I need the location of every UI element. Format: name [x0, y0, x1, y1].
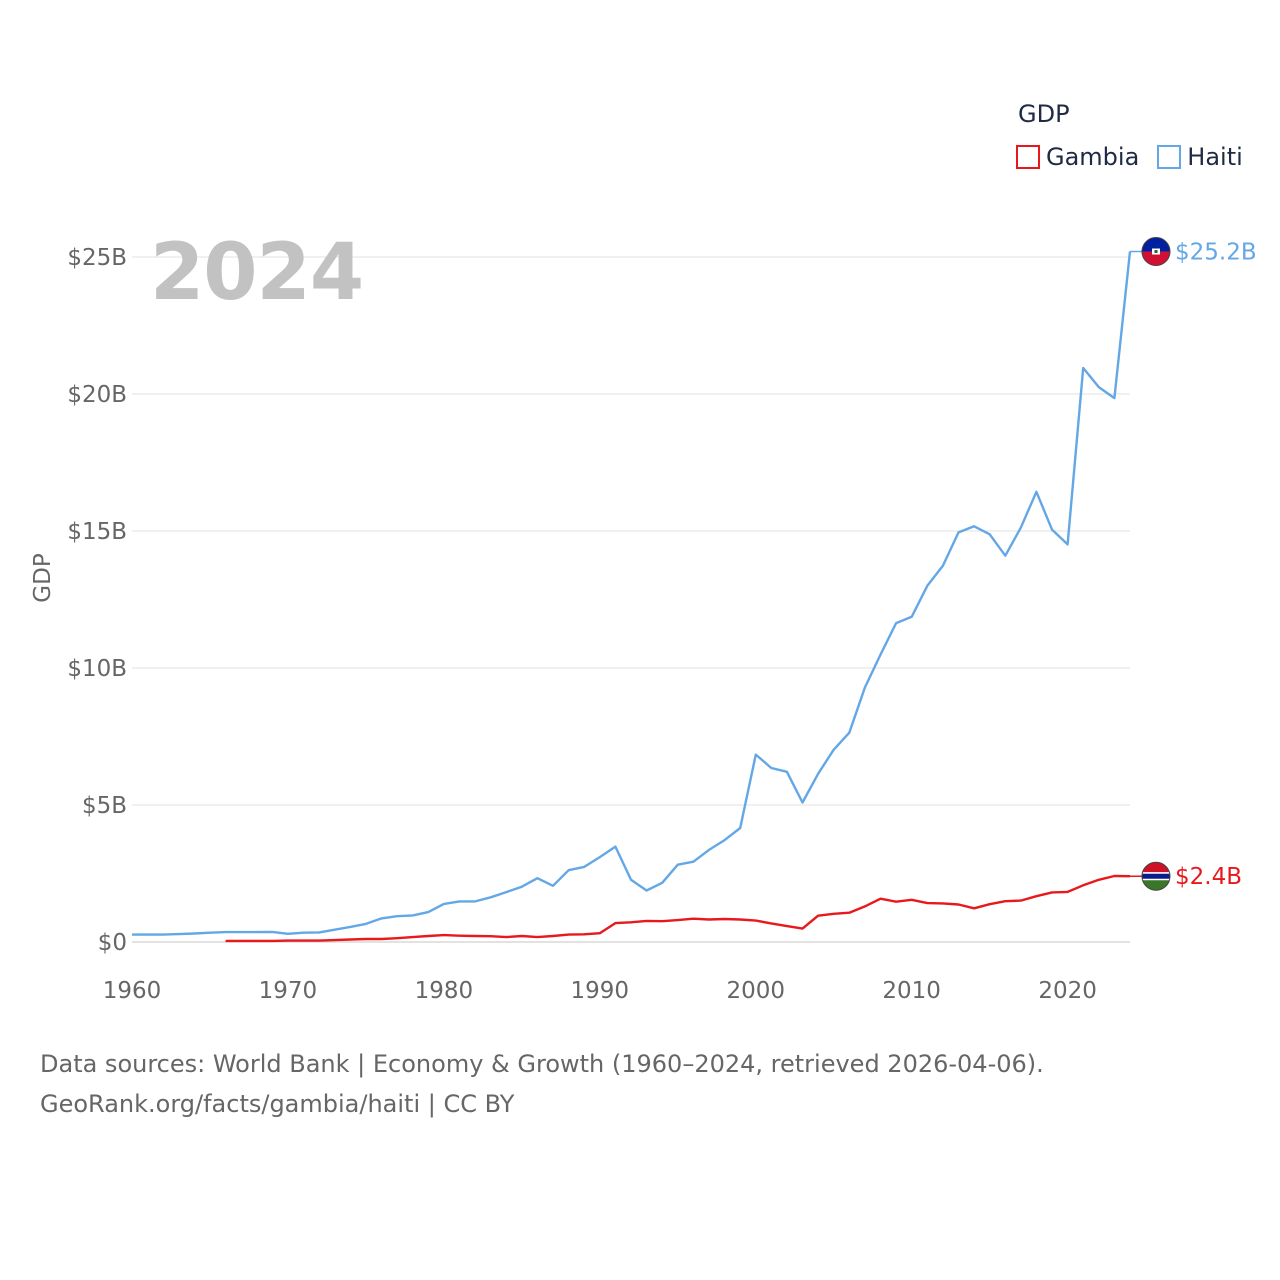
legend-title: GDP	[1018, 100, 1070, 128]
y-tick-label: $25B	[67, 245, 127, 271]
y-axis-label: GDP	[30, 553, 56, 603]
x-tick-label: 1990	[571, 978, 630, 1004]
year-watermark: 2024	[150, 228, 364, 318]
x-tick-label: 1960	[103, 978, 162, 1004]
end-value-label-haiti: $25.2B	[1175, 240, 1257, 266]
source-note: Data sources: World Bank | Economy & Gro…	[40, 1044, 1044, 1124]
end-value-label-gambia: $2.4B	[1175, 864, 1242, 890]
gridlines	[132, 256, 1130, 943]
y-tick-label: $10B	[67, 656, 127, 682]
x-tick-label: 2010	[882, 978, 941, 1004]
x-axis-ticks: 1960 1970 1980 1990 2000 2010 2020	[103, 978, 1097, 1004]
x-tick-label: 1980	[415, 978, 474, 1004]
y-tick-label: $0	[98, 930, 127, 956]
legend-label-gambia: Gambia	[1046, 143, 1140, 171]
series-line-gambia	[225, 874, 1131, 943]
series-line-haiti	[132, 251, 1132, 936]
legend: Gambia Haiti	[1016, 143, 1243, 171]
x-tick-label: 2000	[726, 978, 785, 1004]
legend-swatch-gambia	[1016, 145, 1040, 169]
legend-swatch-haiti	[1157, 145, 1182, 169]
haiti-flag-icon	[1141, 237, 1171, 267]
legend-label-haiti: Haiti	[1187, 143, 1243, 171]
gambia-flag-icon	[1141, 861, 1171, 891]
series-lines	[132, 251, 1132, 943]
source-line-1: Data sources: World Bank | Economy & Gro…	[40, 1050, 1044, 1078]
x-tick-label: 1970	[259, 978, 318, 1004]
legend-item-gambia[interactable]: Gambia	[1016, 143, 1139, 171]
end-markers: $25.2B $2.4B	[1130, 237, 1257, 891]
y-axis-ticks: $0 $5B $10B $15B $20B $25B	[67, 245, 127, 956]
source-line-2: GeoRank.org/facts/gambia/haiti | CC BY	[40, 1090, 515, 1118]
x-tick-label: 2020	[1038, 978, 1097, 1004]
y-tick-label: $5B	[82, 793, 127, 819]
y-tick-label: $15B	[67, 519, 127, 545]
legend-item-haiti[interactable]: Haiti	[1157, 143, 1243, 171]
y-tick-label: $20B	[67, 382, 127, 408]
